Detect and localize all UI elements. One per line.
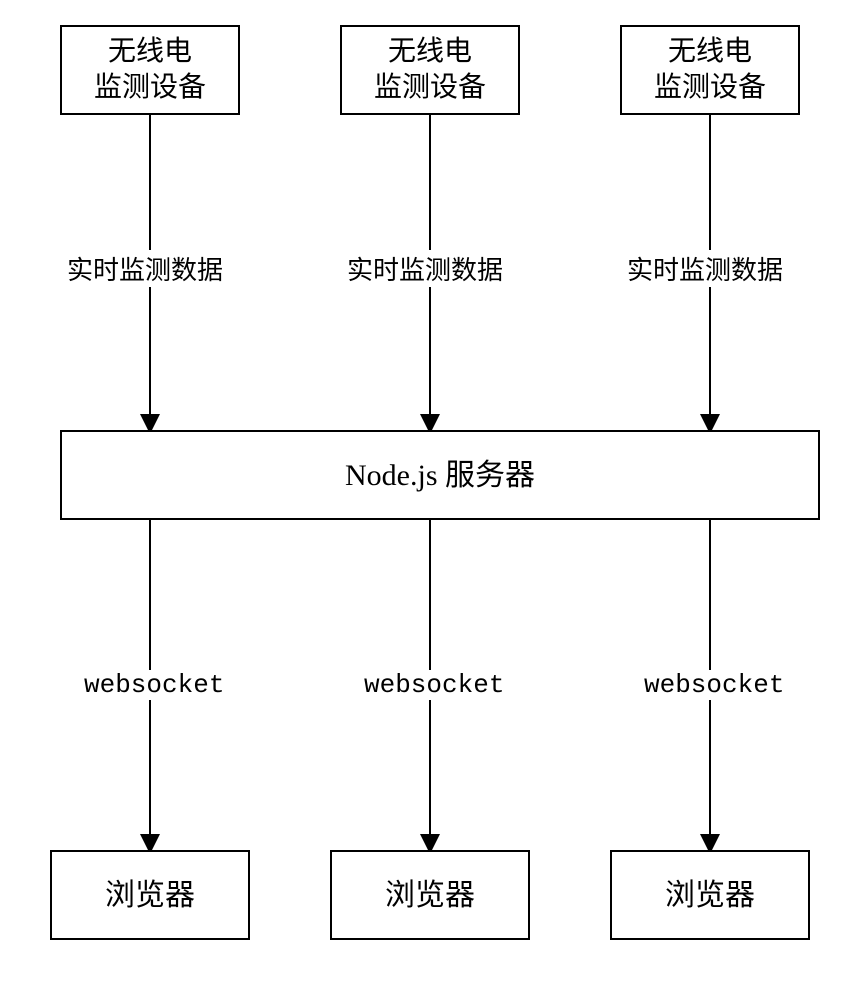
edge-label-realtime-3: 实时监测数据: [623, 250, 787, 287]
node-radio-device-3: 无线电监测设备: [620, 25, 800, 115]
architecture-diagram: 无线电监测设备 无线电监测设备 无线电监测设备 实时监测数据 实时监测数据 实时…: [0, 0, 865, 1000]
edge-label-websocket-1: websocket: [80, 670, 228, 700]
edge-label-realtime-1: 实时监测数据: [63, 250, 227, 287]
edge-label-websocket-3: websocket: [640, 670, 788, 700]
node-browser-3: 浏览器: [610, 850, 810, 940]
edge-label-websocket-2: websocket: [360, 670, 508, 700]
node-radio-device-2: 无线电监测设备: [340, 25, 520, 115]
node-radio-device-1: 无线电监测设备: [60, 25, 240, 115]
node-browser-1: 浏览器: [50, 850, 250, 940]
node-browser-2: 浏览器: [330, 850, 530, 940]
edge-label-realtime-2: 实时监测数据: [343, 250, 507, 287]
node-server: Node.js 服务器: [60, 430, 820, 520]
